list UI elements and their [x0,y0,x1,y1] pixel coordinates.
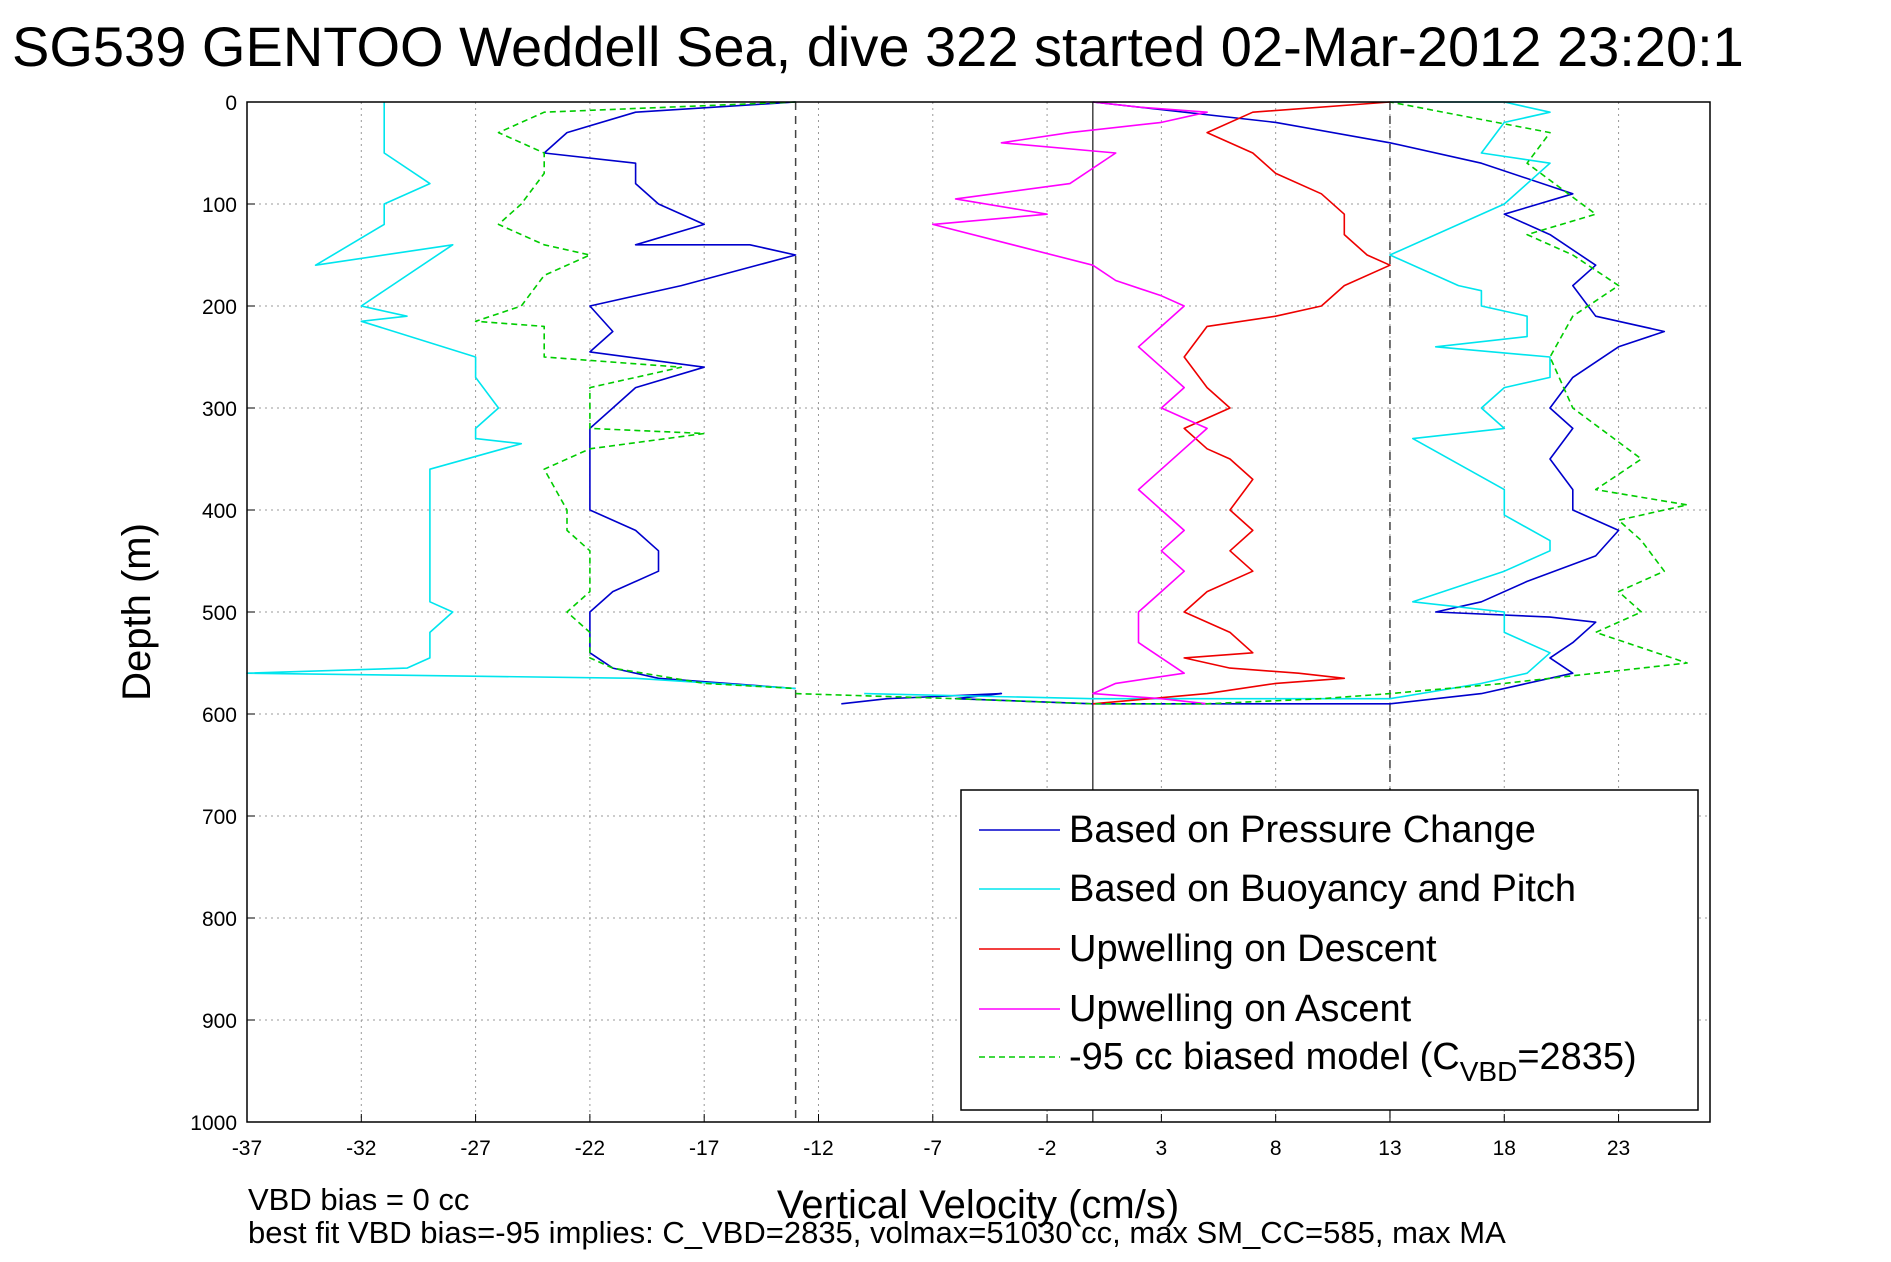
x-tick-label: 8 [1270,1137,1282,1160]
series-line-descent [246,102,796,690]
x-tick-label: -17 [689,1137,719,1160]
legend-label: Based on Buoyancy and Pitch [1069,868,1576,910]
chart-title: SG539 GENTOO Weddell Sea, dive 322 start… [12,15,1744,78]
vbd-bias-note: VBD bias = 0 cc [248,1182,469,1217]
x-tick-label: 23 [1607,1137,1630,1160]
x-tick-label: -12 [803,1137,833,1160]
x-tick-label: 18 [1493,1137,1516,1160]
y-tick-label: 1000 [190,1112,237,1135]
x-tick-label: 13 [1378,1137,1401,1160]
legend-label: Upwelling on Ascent [1069,988,1412,1030]
y-tick-labels: 0 100 200 300 400 500 600 700 800 900 1000 [190,92,237,1135]
y-tick-label: 900 [202,1010,237,1033]
plot-frame [246,101,1711,1123]
x-tick-label: -37 [232,1137,262,1160]
series-line-descent [543,101,797,690]
x-tick-label: -32 [346,1137,376,1160]
y-tick-label: 500 [202,602,237,625]
series-line-ascent [841,101,1666,705]
y-tick-label: 0 [225,92,237,115]
y-tick-label: 300 [202,398,237,421]
y-axis-label: Depth (m) [115,523,159,701]
legend-label: Upwelling on Descent [1069,928,1437,970]
y-tick-label: 600 [202,704,237,727]
series-line-ascent [864,101,1551,700]
series-line-ascent [795,101,1688,705]
best-fit-note: best fit VBD bias=-95 implies: C_VBD=283… [248,1215,1506,1250]
y-tick-label: 700 [202,806,237,829]
y-tick-label: 800 [202,908,237,931]
series-line-ascent [931,101,1208,705]
series-lines [246,101,1688,705]
series-line-descent [474,101,796,690]
legend: Based on Pressure Change Based on Buoyanc… [960,789,1699,1111]
legend-box [960,789,1699,1111]
y-tick-label: 200 [202,296,237,319]
x-axis-label: Vertical Velocity (cm/s) [777,1183,1179,1227]
series-line-descent [1092,101,1391,705]
x-tick-labels: -37 -32 -27 -22 -17 -12 -7 -2 3 8 13 18 23 [232,1137,1630,1160]
x-tick-label: -7 [923,1137,942,1160]
x-tick-label: -2 [1038,1137,1057,1160]
legend-label: -95 cc biased model (CVBD=2835) [1069,1036,1637,1087]
x-tick-label: -22 [575,1137,605,1160]
legend-label: Based on Pressure Change [1069,809,1536,851]
x-tick-label: 3 [1156,1137,1168,1160]
y-tick-label: 400 [202,500,237,523]
y-tick-label: 100 [202,194,237,217]
x-tick-label: -27 [460,1137,490,1160]
